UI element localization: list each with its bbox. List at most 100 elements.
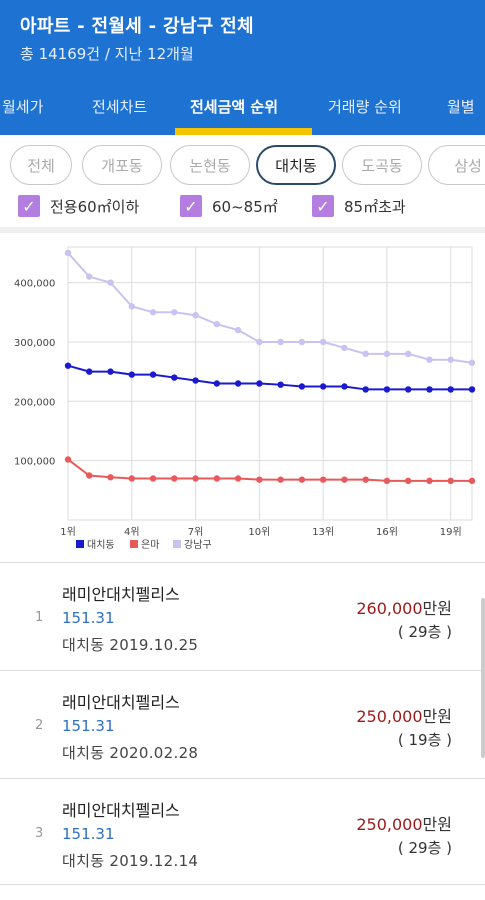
price-unit: 만원 <box>422 707 452 726</box>
area-value: 151.31 <box>62 825 115 843</box>
x-tick-label: 7위 <box>188 525 204 538</box>
filter-60-85[interactable]: ✓ 60~85㎡ <box>180 195 278 217</box>
data-point <box>234 475 242 482</box>
tab-jeonse-chart[interactable]: 전세차트 <box>92 98 148 116</box>
x-tick-label: 13위 <box>312 525 334 538</box>
tab-jeonse-ranking[interactable]: 전세금액 순위 <box>190 98 279 116</box>
checkbox-checked-icon[interactable]: ✓ <box>18 195 40 217</box>
price: 250,000만원 <box>356 703 452 727</box>
data-point <box>256 338 263 346</box>
series-line-2 <box>67 252 473 364</box>
data-point <box>64 456 72 463</box>
floor: ( 19층 ) <box>397 731 452 749</box>
legend-swatch <box>76 540 84 548</box>
data-point <box>149 371 157 378</box>
scrollbar[interactable] <box>481 598 485 758</box>
chip-daechi[interactable]: 대치동 <box>256 145 336 185</box>
location-date: 대치동 2020.02.28 <box>62 744 199 762</box>
data-point <box>86 273 93 280</box>
divider <box>0 562 485 563</box>
data-point <box>405 386 412 393</box>
list-item[interactable]: 1 래미안대치펠리스 151.31 대치동 2019.10.25 260,000… <box>0 565 485 673</box>
data-point <box>298 383 306 390</box>
data-point <box>149 309 157 316</box>
data-point <box>447 477 454 485</box>
data-point <box>192 377 199 384</box>
data-point <box>319 476 327 483</box>
data-point <box>319 383 327 390</box>
list-item[interactable]: 3 래미안대치펠리스 151.31 대치동 2019.12.14 250,000… <box>0 781 485 889</box>
legend-label: 대치동 <box>87 539 115 551</box>
data-point <box>447 356 454 363</box>
price-value: 260,000 <box>356 599 423 618</box>
series-line-1 <box>67 458 472 482</box>
data-point <box>341 383 348 390</box>
data-point <box>86 472 93 479</box>
legend-label: 강남구 <box>184 539 212 551</box>
legend-swatch <box>130 540 138 548</box>
rank-number: 2 <box>35 718 44 733</box>
filter-label: 85㎡초과 <box>344 197 406 216</box>
data-point <box>341 344 348 352</box>
rank-number: 1 <box>35 610 44 625</box>
area-filters: ✓ 전용60㎡이하 ✓ 60~85㎡ ✓ 85㎡초과 <box>0 195 485 227</box>
chip-nonhyeon[interactable]: 논현동 <box>170 145 250 185</box>
data-point <box>298 338 306 346</box>
price-unit: 만원 <box>422 815 452 834</box>
data-point <box>362 350 369 358</box>
divider <box>0 884 485 885</box>
data-point <box>383 477 391 485</box>
y-tick-label: 200,000 <box>14 397 55 408</box>
data-point <box>468 359 476 366</box>
app-header: 아파트 - 전월세 - 강남구 전체 총 14169건 / 지난 12개월 월세… <box>0 0 485 135</box>
data-point <box>107 474 114 481</box>
filter-over-85[interactable]: ✓ 85㎡초과 <box>312 195 406 217</box>
tab-volume-ranking[interactable]: 거래량 순위 <box>328 98 402 116</box>
legend-swatch <box>173 540 181 548</box>
data-point <box>234 380 242 387</box>
checkbox-checked-icon[interactable]: ✓ <box>312 195 334 217</box>
district-chips: 전체 개포동 논현동 대치동 도곡동 삼성 <box>0 141 485 191</box>
data-point <box>64 249 72 257</box>
chip-gaepo[interactable]: 개포동 <box>82 145 162 185</box>
y-tick-label: 300,000 <box>14 338 55 349</box>
area-value: 151.31 <box>62 717 115 735</box>
section-divider <box>0 227 485 233</box>
data-point <box>107 279 114 286</box>
data-point <box>128 303 135 310</box>
tab-monthly-rent[interactable]: 월세가 <box>2 98 44 116</box>
chip-dogok[interactable]: 도곡동 <box>342 145 422 185</box>
checkbox-checked-icon[interactable]: ✓ <box>180 195 202 217</box>
filter-under-60[interactable]: ✓ 전용60㎡이하 <box>18 195 139 217</box>
y-tick-label: 400,000 <box>14 279 55 290</box>
data-point <box>426 477 433 485</box>
data-point <box>277 476 284 483</box>
tab-monthly[interactable]: 월별 <box>447 98 475 116</box>
list-item[interactable]: 2 래미안대치펠리스 151.31 대치동 2020.02.28 250,000… <box>0 673 485 781</box>
divider <box>0 670 485 671</box>
apartment-name: 래미안대치펠리스 <box>62 801 180 820</box>
active-tab-indicator <box>175 128 312 135</box>
data-point <box>86 368 93 375</box>
data-point <box>171 374 178 381</box>
data-point <box>107 368 114 375</box>
data-point <box>383 386 391 393</box>
data-point <box>405 350 412 358</box>
floor: ( 29층 ) <box>397 839 452 857</box>
apartment-name: 래미안대치펠리스 <box>62 585 180 604</box>
chip-all[interactable]: 전체 <box>10 145 72 185</box>
data-point <box>362 476 369 483</box>
page-title: 아파트 - 전월세 - 강남구 전체 <box>20 16 254 37</box>
data-point <box>383 350 391 358</box>
data-point <box>171 309 178 316</box>
x-tick-label: 1위 <box>60 525 76 538</box>
series-line-0 <box>67 364 472 391</box>
chip-samseong[interactable]: 삼성 <box>428 145 485 185</box>
data-point <box>298 476 306 483</box>
data-point <box>468 477 476 485</box>
data-point <box>171 475 178 482</box>
y-tick-label: 100,000 <box>14 457 55 468</box>
data-point <box>277 381 284 388</box>
filter-label: 전용60㎡이하 <box>50 197 140 216</box>
data-point <box>426 356 433 363</box>
